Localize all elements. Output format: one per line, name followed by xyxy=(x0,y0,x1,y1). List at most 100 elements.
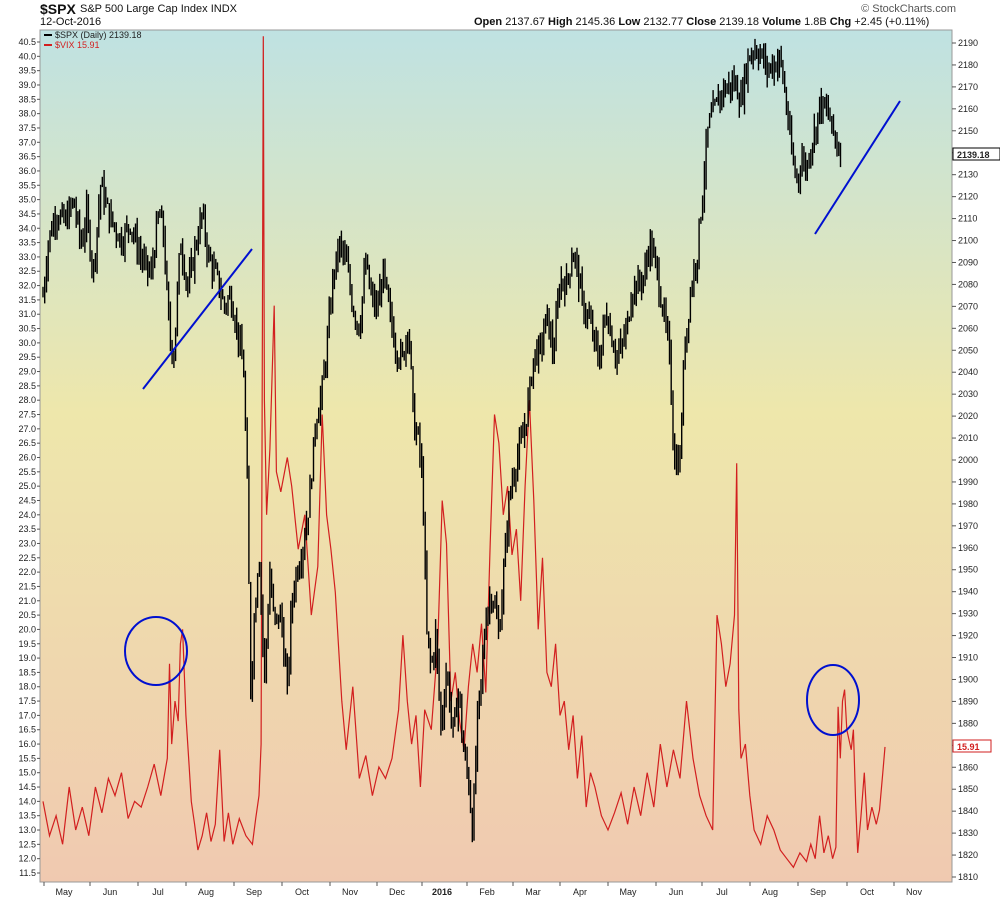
last-value-tags: 2139.18 15.91 xyxy=(952,147,1000,753)
vix-tick-label: 35.5 xyxy=(18,180,36,190)
vix-tick-label: 14.0 xyxy=(18,796,36,806)
vix-tick-label: 24.5 xyxy=(18,495,36,505)
spx-tick-label: 2050 xyxy=(958,345,978,355)
vix-tick-label: 12.0 xyxy=(18,854,36,864)
spx-tick-label: 1910 xyxy=(958,653,978,663)
vix-tick-label: 15.5 xyxy=(18,753,36,763)
vix-line xyxy=(42,36,886,869)
vix-tick-label: 26.5 xyxy=(18,438,36,448)
spx-tick-label: 1860 xyxy=(958,762,978,772)
vix-tick-label: 23.0 xyxy=(18,538,36,548)
spx-tick-label: 2160 xyxy=(958,104,978,114)
volume-label: Volume xyxy=(762,16,802,28)
annotations xyxy=(124,100,901,736)
spx-tick-label: 1810 xyxy=(958,872,978,882)
chart-header: $SPX S&P 500 Large Cap Index INDX 12-Oct… xyxy=(0,0,1000,30)
spx-tick-label: 1930 xyxy=(958,609,978,619)
vix-tick-label: 16.5 xyxy=(18,725,36,735)
vix-tick-label: 19.0 xyxy=(18,653,36,663)
spx-tick-label: 2010 xyxy=(958,433,978,443)
month-label: Sep xyxy=(810,887,826,897)
vix-tick-label: 13.0 xyxy=(18,825,36,835)
vix-tick-label: 20.0 xyxy=(18,624,36,634)
vix-tick-label: 40.5 xyxy=(18,37,36,47)
close-label: Close xyxy=(686,16,717,28)
trendline xyxy=(814,100,901,235)
spx-tick-label: 2110 xyxy=(958,214,977,224)
vix-tick-label: 34.0 xyxy=(18,223,36,233)
spx-tick-label: 1830 xyxy=(958,828,978,838)
vix-tick-label: 25.5 xyxy=(18,467,36,477)
spx-last-value: 2139.18 xyxy=(957,150,990,160)
vix-tick-label: 18.5 xyxy=(18,667,36,677)
spx-tick-label: 2170 xyxy=(958,82,978,92)
spx-tick-label: 1840 xyxy=(958,806,978,816)
spx-axis: 1810182018301840185018601870188018901900… xyxy=(952,38,978,882)
month-label: Dec xyxy=(389,887,406,897)
spx-tick-label: 1970 xyxy=(958,521,978,531)
legend-spx: $SPX (Daily) 2139.18 xyxy=(55,30,142,40)
month-axis: May Jun Jul Aug Sep Oct Nov Dec 2016 Feb Mar Apr May… xyxy=(43,882,922,897)
vix-series xyxy=(42,36,886,869)
close-value: 2139.18 xyxy=(719,16,760,28)
month-label: Aug xyxy=(762,887,778,897)
vix-tick-label: 33.5 xyxy=(18,238,36,248)
chart-date: 12-Oct-2016 xyxy=(40,16,102,28)
symbol: $SPX xyxy=(40,1,76,17)
vix-tick-label: 29.0 xyxy=(18,367,36,377)
vix-tick-label: 27.5 xyxy=(18,410,36,420)
vix-tick-label: 28.0 xyxy=(18,395,36,405)
spx-tick-label: 1880 xyxy=(958,718,978,728)
vix-tick-label: 38.0 xyxy=(18,109,36,119)
vix-tick-label: 12.5 xyxy=(18,839,36,849)
trendline xyxy=(142,248,253,390)
vix-tick-label: 22.0 xyxy=(18,567,36,577)
vix-tick-label: 39.5 xyxy=(18,66,36,76)
spx-tick-label: 1920 xyxy=(958,631,978,641)
volume-value: 1.8B xyxy=(804,16,827,28)
low-label: Low xyxy=(618,16,641,28)
month-label: Jun xyxy=(669,887,684,897)
vix-tick-label: 17.0 xyxy=(18,710,36,720)
vix-tick-label: 18.0 xyxy=(18,682,36,692)
spx-tick-label: 1960 xyxy=(958,543,978,553)
vix-last-value: 15.91 xyxy=(957,742,980,752)
legend-vix: $VIX 15.91 xyxy=(55,40,100,50)
vix-tick-label: 36.5 xyxy=(18,152,36,162)
high-label: High xyxy=(548,16,573,28)
spx-tick-label: 2070 xyxy=(958,301,978,311)
credit: © StockCharts.com xyxy=(861,3,956,15)
vix-tick-label: 32.5 xyxy=(18,266,36,276)
spx-tick-label: 1900 xyxy=(958,674,978,684)
spx-tick-label: 1940 xyxy=(958,587,978,597)
vix-tick-label: 36.0 xyxy=(18,166,36,176)
low-value: 2132.77 xyxy=(643,16,684,28)
spx-tick-label: 1890 xyxy=(958,696,978,706)
spx-series xyxy=(42,38,842,843)
vix-tick-label: 37.5 xyxy=(18,123,36,133)
month-label: Oct xyxy=(295,887,310,897)
ohlc-readout: Open 2137.67 High 2145.36 Low 2132.77 Cl… xyxy=(474,16,929,28)
spx-tick-label: 2040 xyxy=(958,367,978,377)
vix-tick-label: 23.5 xyxy=(18,524,36,534)
vix-tick-label: 28.5 xyxy=(18,381,36,391)
month-label: Apr xyxy=(573,887,587,897)
spx-tick-label: 2100 xyxy=(958,236,978,246)
vix-tick-label: 25.0 xyxy=(18,481,36,491)
vix-tick-label: 35.0 xyxy=(18,195,36,205)
spx-tick-label: 2130 xyxy=(958,170,978,180)
month-label: Mar xyxy=(525,887,541,897)
open-label: Open xyxy=(474,16,503,28)
vix-tick-label: 21.5 xyxy=(18,581,36,591)
vix-tick-label: 31.0 xyxy=(18,309,36,319)
spx-tick-label: 2030 xyxy=(958,389,978,399)
vix-tick-label: 32.0 xyxy=(18,281,36,291)
vix-tick-label: 17.5 xyxy=(18,696,36,706)
month-label: Feb xyxy=(479,887,495,897)
vix-tick-label: 30.5 xyxy=(18,324,36,334)
month-label: Jul xyxy=(716,887,728,897)
vix-tick-label: 11.5 xyxy=(19,868,36,878)
spx-tick-label: 1850 xyxy=(958,784,978,794)
legend: $SPX (Daily) 2139.18 $VIX 15.91 xyxy=(44,30,142,50)
